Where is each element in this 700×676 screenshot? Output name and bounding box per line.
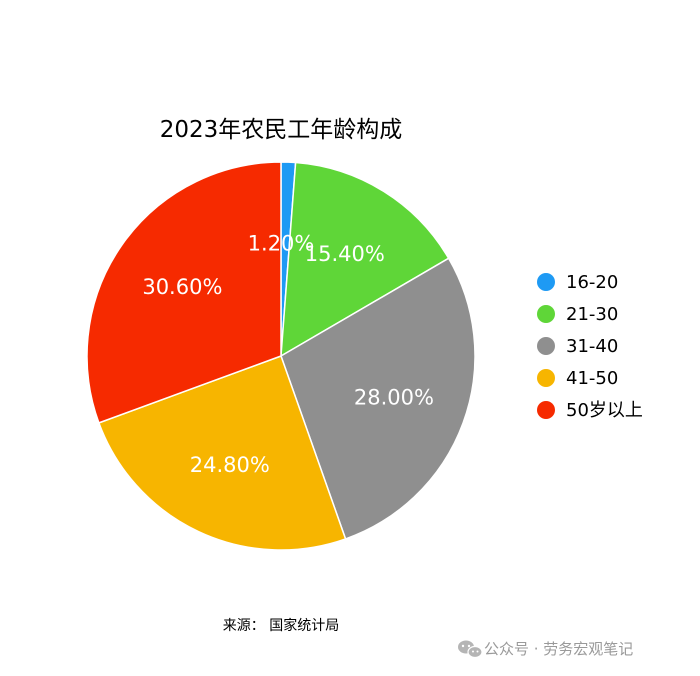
legend-label-21-30: 21-30 [566, 304, 618, 325]
watermark: 公众号 · 劳务宏观笔记 [458, 640, 633, 659]
legend-label-31-40: 31-40 [566, 336, 618, 357]
legend-label-41-50: 41-50 [566, 368, 618, 389]
legend: 16-20 21-30 31-40 41-50 50岁以上 [537, 272, 643, 421]
data-label-31-40: 28.00% [354, 385, 434, 409]
data-label-16-20: 1.20% [248, 231, 315, 255]
legend-swatch-50岁以上 [537, 401, 555, 419]
pie-slice-41-50 [97, 355, 347, 551]
watermark-text: 公众号 · 劳务宏观笔记 [484, 640, 633, 658]
pie-data-labels: 1.20%15.40% 28.00% 24.80% 30.60% [142, 231, 434, 476]
legend-swatch-16-20 [537, 273, 555, 291]
data-label-41-50: 24.80% [190, 453, 270, 477]
wechat-icon [458, 640, 483, 659]
legend-swatch-41-50 [537, 369, 555, 387]
data-label-21-30: 15.40% [305, 242, 385, 266]
pie-slice-21-30 [280, 161, 450, 358]
chart-title: 2023年农民工年龄构成 [160, 117, 403, 143]
legend-swatch-21-30 [537, 305, 555, 323]
legend-label-50岁以上: 50岁以上 [566, 400, 643, 421]
data-label-50岁以上: 30.60% [142, 275, 222, 299]
legend-label-16-20: 16-20 [566, 272, 618, 293]
source-note: 来源： 国家统计局 [223, 617, 339, 634]
pie-slices [86, 161, 476, 551]
pie-slice-31-40 [280, 257, 476, 540]
pie-slice-50岁以上 [86, 161, 282, 424]
legend-swatch-31-40 [537, 337, 555, 355]
